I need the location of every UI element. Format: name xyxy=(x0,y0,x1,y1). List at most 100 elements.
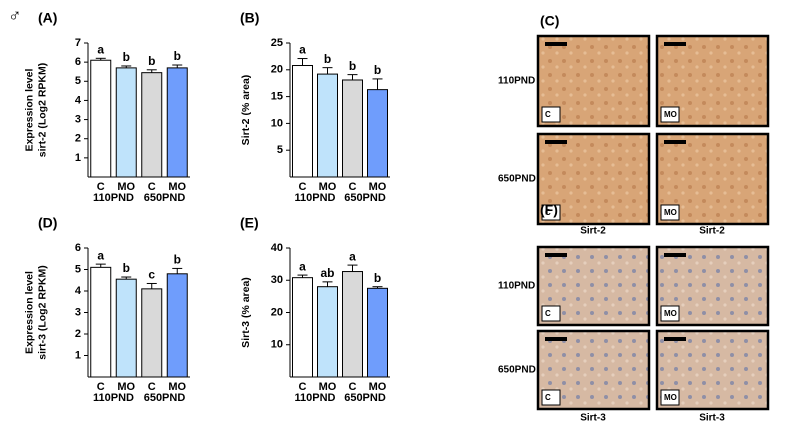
group-label: 110PND xyxy=(93,192,134,204)
x-tick-label: MO xyxy=(168,381,186,393)
inset-box xyxy=(660,204,680,221)
y-tick-label: 20 xyxy=(271,64,283,76)
y-axis-label: sirt-2 (Log2 RPKM) xyxy=(36,63,48,158)
y-axis-label: sirt-3 (Log2 RPKM) xyxy=(36,265,48,360)
caption: Sirt-3 xyxy=(699,413,725,424)
caption: Sirt-2 xyxy=(699,226,725,237)
y-tick-label: 1 xyxy=(75,152,81,164)
y-tick-label: 2 xyxy=(75,328,81,340)
x-tick-label: MO xyxy=(369,181,387,193)
inset-box xyxy=(660,106,680,123)
group-label: 650PND xyxy=(144,192,186,204)
x-tick-label: C xyxy=(349,181,357,193)
scale-bar xyxy=(545,253,567,257)
x-tick-label: MO xyxy=(168,181,186,193)
scale-bar xyxy=(664,337,686,341)
panel-label: (E) xyxy=(240,215,259,231)
group-label: 650PND xyxy=(344,392,386,404)
bar xyxy=(317,73,338,178)
x-tick-label: MO xyxy=(369,381,387,393)
x-tick-label: MO xyxy=(319,381,337,393)
panel-label: (B) xyxy=(240,10,259,26)
y-tick-label: 4 xyxy=(75,285,82,297)
scale-bar xyxy=(545,140,567,144)
significance-letter: b xyxy=(174,49,181,63)
significance-letter: a xyxy=(299,259,306,273)
y-tick-label: 10 xyxy=(271,339,283,351)
y-tick-label: 6 xyxy=(75,56,81,68)
scale-bar xyxy=(545,42,567,46)
panel-label: (C) xyxy=(540,13,559,29)
significance-letter: ab xyxy=(320,266,334,280)
x-tick-label: MO xyxy=(319,181,337,193)
inset-box xyxy=(660,305,680,322)
row-label: 650PND xyxy=(498,174,536,185)
bar xyxy=(317,286,338,378)
bar xyxy=(166,67,188,178)
bar xyxy=(292,65,313,178)
bar xyxy=(342,271,363,378)
bar xyxy=(141,72,163,178)
x-tick-label: C xyxy=(148,381,156,393)
y-tick-label: 30 xyxy=(271,274,283,286)
significance-letter: a xyxy=(349,249,356,263)
y-tick-label: 6 xyxy=(75,242,81,254)
bar xyxy=(166,273,188,378)
scale-bar xyxy=(664,140,686,144)
group-label: 650PND xyxy=(344,192,386,204)
x-tick-label: MO xyxy=(117,381,135,393)
inset-label: C xyxy=(545,393,551,402)
group-label: 110PND xyxy=(295,392,336,404)
x-tick-label: C xyxy=(349,381,357,393)
y-axis-label: Sirt-2 (% area) xyxy=(240,75,252,146)
bar xyxy=(90,266,112,378)
scale-bar xyxy=(664,253,686,257)
significance-letter: b xyxy=(374,63,381,77)
significance-letter: b xyxy=(123,50,130,64)
y-tick-label: 25 xyxy=(271,37,283,49)
y-tick-label: 3 xyxy=(75,113,81,125)
x-tick-label: MO xyxy=(117,181,135,193)
y-tick-label: 1 xyxy=(75,349,81,361)
y-tick-label: 40 xyxy=(271,242,283,254)
scale-bar xyxy=(545,337,567,341)
bar xyxy=(141,288,163,378)
x-tick-label: C xyxy=(97,381,105,393)
inset-label: C xyxy=(545,208,551,217)
caption: Sirt-2 xyxy=(580,226,606,237)
y-tick-label: 4 xyxy=(75,94,82,106)
inset-label: MO xyxy=(664,309,677,318)
sex-symbol: ♂ xyxy=(8,5,22,25)
inset-label: C xyxy=(545,309,551,318)
group-label: 650PND xyxy=(144,392,186,404)
bar xyxy=(115,67,137,178)
group-label: 110PND xyxy=(93,392,134,404)
row-label: 110PND xyxy=(498,76,535,87)
y-tick-label: 5 xyxy=(75,75,81,87)
inset-box xyxy=(541,106,561,123)
panel-label: (A) xyxy=(38,10,57,26)
significance-letter: b xyxy=(349,59,356,73)
bar xyxy=(90,59,112,178)
y-tick-label: 10 xyxy=(271,117,283,129)
significance-letter: b xyxy=(324,52,331,66)
inset-label: MO xyxy=(664,208,677,217)
y-tick-label: 3 xyxy=(75,306,81,318)
caption: Sirt-3 xyxy=(580,413,606,424)
x-tick-label: C xyxy=(299,381,307,393)
bar xyxy=(367,287,388,378)
y-tick-label: 7 xyxy=(75,37,81,49)
bar xyxy=(367,89,388,178)
significance-letter: a xyxy=(97,42,104,56)
y-tick-label: 5 xyxy=(75,263,81,275)
bar xyxy=(115,278,137,378)
significance-letter: a xyxy=(97,248,104,262)
bar xyxy=(292,277,313,378)
y-axis-label: Expression level xyxy=(23,68,35,151)
significance-letter: b xyxy=(174,253,181,267)
x-tick-label: C xyxy=(97,181,105,193)
panel-label: (D) xyxy=(38,215,57,231)
inset-label: MO xyxy=(664,393,677,402)
y-axis-label: Sirt-3 (% area) xyxy=(240,277,252,348)
panel-label: (F) xyxy=(540,202,558,218)
